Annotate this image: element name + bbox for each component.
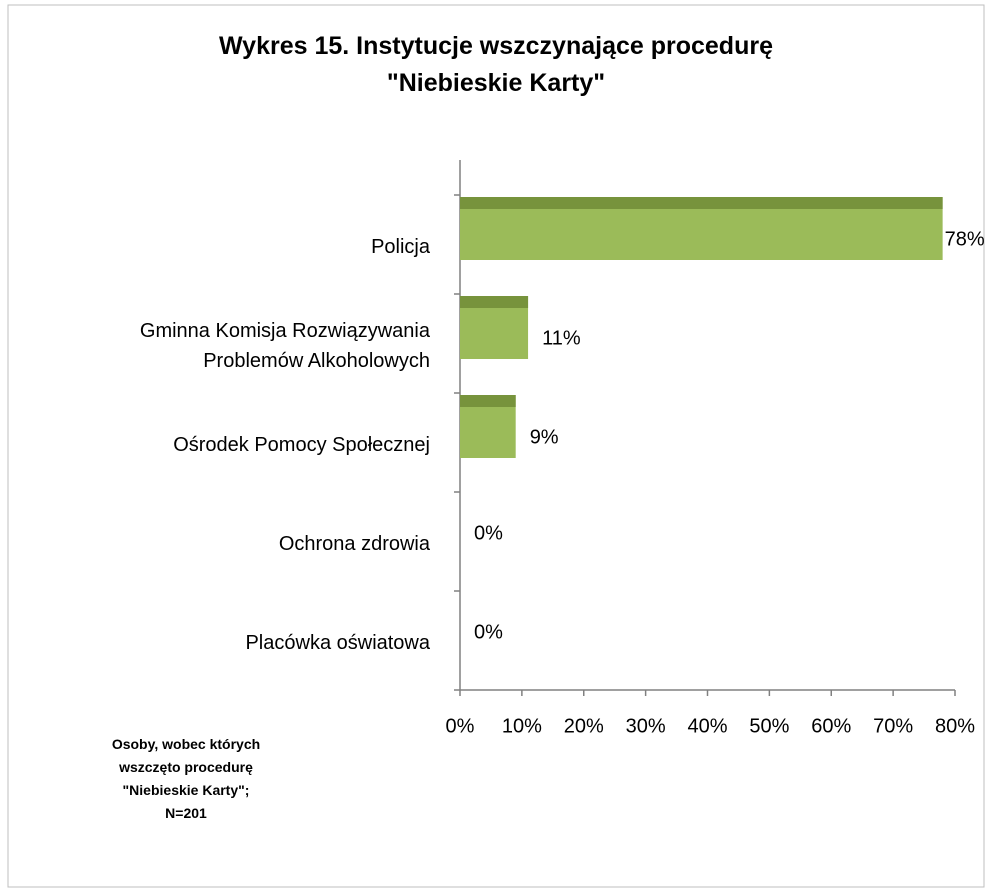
bar-top [460, 197, 943, 209]
data-label: 0% [474, 522, 503, 544]
bar [460, 197, 943, 260]
x-tick-label: 80% [935, 715, 975, 737]
x-tick-label: 60% [811, 715, 851, 737]
y-tick-label: Ośrodek Pomocy Społecznej [173, 434, 430, 456]
y-tick-label: Gminna Komisja Rozwiązywania Problemów A… [139, 320, 430, 372]
y-tick-label: Ochrona zdrowia [278, 533, 430, 555]
annotation: "Niebieskie Karty"; [122, 782, 250, 798]
y-tick-label: Placówka oświatowa [245, 632, 430, 654]
annotation: wszczęto procedurę [119, 759, 253, 775]
y-tick-label: Policja [371, 236, 430, 258]
x-tick-label: 30% [626, 715, 666, 737]
chart-border [7, 4, 985, 888]
x-tick-label: 40% [687, 715, 727, 737]
data-label: 78% [945, 228, 985, 250]
bar-top [460, 296, 529, 308]
x-tick-label: 70% [873, 715, 913, 737]
data-label: 0% [474, 621, 503, 643]
x-tick-label: 10% [502, 715, 542, 737]
annotation: Osoby, wobec których [111, 736, 261, 752]
annotation: N=201 [165, 805, 207, 821]
x-tick-label: 50% [749, 715, 789, 737]
bar-top [460, 395, 516, 407]
x-tick-label: 0% [446, 715, 475, 737]
bar [460, 395, 516, 458]
data-label: 9% [530, 426, 559, 448]
bar [460, 296, 529, 359]
data-label: 11% [542, 327, 581, 349]
chart-title: Wykres 15. Instytucje wszczynające proce… [219, 32, 773, 97]
x-tick-label: 20% [564, 715, 604, 737]
